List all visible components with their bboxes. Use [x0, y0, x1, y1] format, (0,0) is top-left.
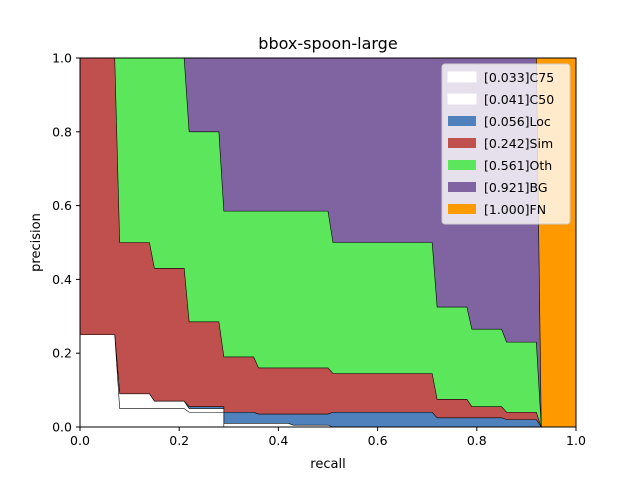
x-tick-label: 1.0 — [566, 433, 586, 448]
legend-entry-label: [0.033]C75 — [484, 70, 554, 85]
legend: [0.033]C75 [0.041]C50 [0.056]Loc [0.242]Sim… — [442, 64, 570, 224]
legend-swatch — [448, 94, 476, 104]
legend-entry-label: [0.921]BG — [484, 180, 548, 195]
legend-entry-label: [1.000]FN — [484, 202, 546, 217]
y-axis-label: precision — [29, 213, 44, 272]
x-axis-ticks: 0.0 0.2 0.4 0.6 0.8 1.0 — [70, 427, 586, 448]
legend-entry-label: [0.242]Sim — [484, 136, 553, 151]
x-tick-label: 0.2 — [169, 433, 189, 448]
legend-entry-label: [0.561]Oth — [484, 158, 552, 173]
x-tick-label: 0.6 — [368, 433, 388, 448]
y-tick-label: 0.0 — [52, 420, 72, 435]
x-tick-label: 0.4 — [268, 433, 288, 448]
y-tick-label: 0.6 — [52, 198, 72, 213]
y-tick-label: 0.2 — [52, 346, 72, 361]
legend-entry-label: [0.056]Loc — [484, 114, 551, 129]
y-tick-label: 1.0 — [52, 51, 72, 66]
legend-swatch — [448, 160, 476, 170]
legend-swatch — [448, 204, 476, 214]
x-axis-label: recall — [310, 457, 345, 472]
legend-entry-label: [0.041]C50 — [484, 92, 554, 107]
chart-title: bbox-spoon-large — [258, 34, 397, 53]
legend-swatch — [448, 138, 476, 148]
legend-swatch — [448, 182, 476, 192]
y-tick-label: 0.8 — [52, 124, 72, 139]
legend-swatch — [448, 116, 476, 126]
y-axis-ticks: 0.0 0.2 0.4 0.6 0.8 1.0 — [52, 51, 80, 435]
legend-swatch — [448, 72, 476, 82]
y-tick-label: 0.4 — [52, 272, 72, 287]
x-tick-label: 0.0 — [70, 433, 90, 448]
x-tick-label: 0.8 — [467, 433, 487, 448]
